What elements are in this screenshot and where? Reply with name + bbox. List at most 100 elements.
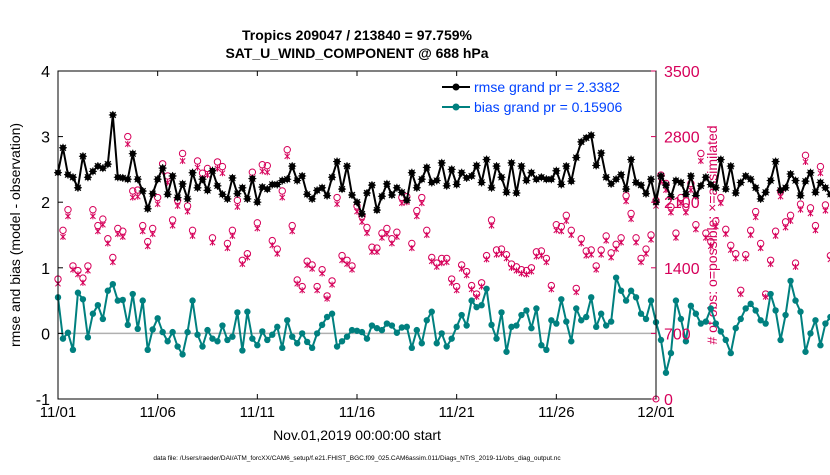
rmse-point-ray xyxy=(807,169,814,177)
rmse-point xyxy=(362,189,371,198)
bias-point xyxy=(298,330,306,337)
bias-point xyxy=(632,294,640,301)
rmse-point-ray xyxy=(742,172,750,180)
rmse-point xyxy=(467,171,476,180)
bias-point xyxy=(797,308,804,315)
obs-assimilated-point xyxy=(224,245,231,252)
bias-point xyxy=(398,324,406,331)
obs-assimilated-point xyxy=(742,255,749,262)
rmse-point-ray xyxy=(283,175,291,183)
bias-point xyxy=(767,290,774,298)
legend: rmse grand pr = 2.3382 bias grand pr = 0… xyxy=(438,76,651,117)
obs-assimilated-point xyxy=(493,251,500,258)
rmse-point xyxy=(786,169,795,178)
obs-assimilated-point xyxy=(513,267,520,274)
obs-assimilated-point xyxy=(109,259,116,266)
rmse-point-ray xyxy=(727,162,735,170)
rmse-point xyxy=(706,180,715,189)
rmse-point-ray xyxy=(273,181,281,188)
rmse-point xyxy=(826,190,830,199)
rmse-point-ray xyxy=(119,174,127,182)
obs-assimilated-point xyxy=(812,227,819,234)
rmse-point xyxy=(422,163,431,172)
bias-point xyxy=(692,310,700,317)
bias-point xyxy=(742,305,749,312)
obs-assimilated-point xyxy=(393,233,400,240)
bias-point xyxy=(553,320,560,327)
rmse-point-ray xyxy=(109,111,117,119)
bias-point xyxy=(453,323,460,331)
bias-point xyxy=(463,322,470,329)
bias-point xyxy=(403,323,411,331)
rmse-point xyxy=(701,173,710,182)
obs-possible-point xyxy=(89,205,97,214)
rmse-point xyxy=(582,133,591,142)
obs-assimilated-point xyxy=(692,226,699,233)
obs-possible-point xyxy=(64,205,72,214)
rmse-point xyxy=(432,176,441,185)
rmse-point xyxy=(562,162,571,171)
rmse-point xyxy=(627,155,636,164)
obs-assimilated-point xyxy=(628,215,635,223)
obs-assimilated-point xyxy=(508,264,515,271)
rmse-point xyxy=(138,187,147,196)
rmse-point xyxy=(367,181,376,190)
rmse-point xyxy=(248,174,257,183)
rmse-point xyxy=(806,168,815,177)
bias-point xyxy=(413,326,420,334)
obs-assimilated-point xyxy=(264,169,271,176)
rmse-point xyxy=(716,155,725,164)
rmse-point-ray xyxy=(343,162,351,170)
obs-possible-point xyxy=(826,251,830,260)
rmse-point-ray xyxy=(518,162,525,170)
obs-assimilated-point xyxy=(289,228,296,235)
rmse-point-ray xyxy=(597,149,605,157)
rmse-point xyxy=(577,137,586,146)
rmse-point-ray xyxy=(567,177,575,185)
obs-assimilated-point xyxy=(373,248,380,255)
rmse-point xyxy=(472,161,481,170)
bias-point xyxy=(622,297,630,304)
rmse-point-ray xyxy=(333,158,341,165)
obs-possible-point xyxy=(193,157,202,165)
bias-point xyxy=(184,328,191,336)
chart-title-line2: SAT_U_WIND_COMPONENT @ 688 hPa xyxy=(225,45,488,61)
obs-possible-point xyxy=(278,187,286,195)
bias-point xyxy=(712,320,719,327)
obs-assimilated-point xyxy=(254,225,261,232)
rmse-point-ray xyxy=(268,181,276,188)
rmse-point-ray xyxy=(253,198,261,206)
rmse-point-ray xyxy=(732,189,740,197)
rmse-point xyxy=(298,171,307,180)
rmse-point-ray xyxy=(313,187,321,194)
rmse-point xyxy=(587,131,596,140)
rmse-point-ray xyxy=(433,177,441,184)
bias-point xyxy=(627,287,635,294)
y-tick-label-right: 3500 xyxy=(664,64,700,81)
rmse-point xyxy=(83,173,92,182)
bias-point xyxy=(274,323,281,331)
obs-assimilated-point xyxy=(383,230,390,238)
rmse-point xyxy=(507,158,516,167)
rmse-point-ray xyxy=(318,184,326,192)
rmse-point xyxy=(348,190,357,199)
y-tick-label-right: 700 xyxy=(664,326,691,343)
obs-assimilated-point xyxy=(139,228,146,235)
bias-point xyxy=(458,311,465,319)
bias-point xyxy=(308,344,316,352)
rmse-point-ray xyxy=(229,174,236,182)
obs-assimilated-point xyxy=(588,251,595,258)
bias-point xyxy=(448,335,455,342)
rmse-point xyxy=(243,194,252,203)
obs-assimilated-point xyxy=(633,239,640,246)
rmse-point xyxy=(68,173,77,182)
obs-assimilated-point xyxy=(209,239,216,246)
bias-point xyxy=(84,334,92,341)
obs-assimilated-point xyxy=(722,230,729,238)
obs-assimilated-point xyxy=(388,240,395,247)
rmse-point-ray xyxy=(827,194,830,198)
obs-assimilated-point xyxy=(69,266,76,273)
obs-assimilated-point xyxy=(259,168,266,175)
bias-point xyxy=(418,340,425,347)
obs-assimilated-point xyxy=(672,234,679,241)
